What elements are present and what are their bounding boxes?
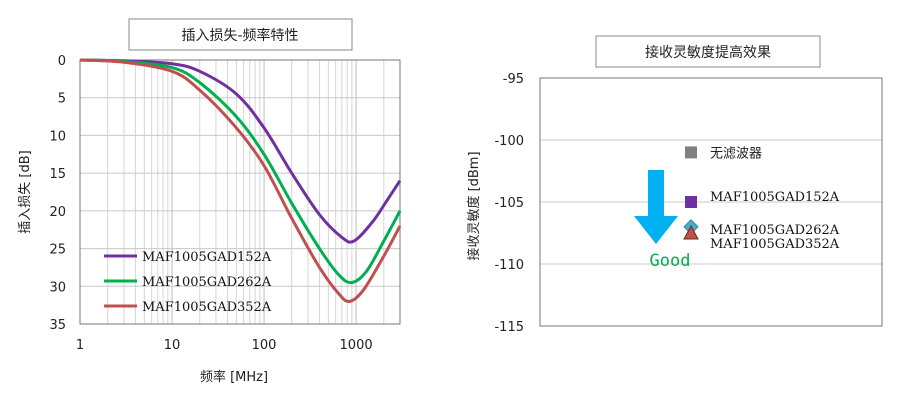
left-chart: 插入损失-频率特性 0 5 10 15 20 25 30 35 1 10 100 1000 MAF10… xyxy=(18,18,402,385)
right-y-tick-label: -115 xyxy=(494,320,524,335)
left-y-tick-label: 35 xyxy=(49,318,66,333)
good-arrow-shaft xyxy=(648,170,664,216)
right-y-tick-label: -105 xyxy=(494,196,524,211)
right-tick-labels: -95 -100 -105 -110 -115 xyxy=(494,72,524,335)
data-point-label: MAF1005GAD352A xyxy=(710,237,840,252)
left-tick-labels: 0 5 10 15 20 25 30 35 1 10 100 1000 xyxy=(49,54,372,353)
left-y-tick-label: 25 xyxy=(49,243,66,258)
left-x-tick-label: 1 xyxy=(76,338,84,353)
data-point xyxy=(683,224,699,240)
right-y-tick-label: -95 xyxy=(503,72,524,87)
good-arrow xyxy=(634,170,678,244)
right-y-tick-label: -100 xyxy=(494,134,524,149)
legend-label-352a: MAF1005GAD352A xyxy=(142,300,272,315)
right-y-axis-label: 接收灵敏度 [dBm] xyxy=(466,151,482,260)
left-y-axis-label: 插入损失 [dB] xyxy=(18,150,33,233)
left-legend: MAF1005GAD152A MAF1005GAD262A MAF1005GAD… xyxy=(104,250,272,315)
left-y-tick-label: 5 xyxy=(58,92,66,107)
good-arrow-head xyxy=(634,216,678,244)
left-x-tick-label: 1000 xyxy=(340,338,373,353)
right-title-box xyxy=(595,35,821,68)
left-y-tick-label: 30 xyxy=(49,280,66,295)
right-data-points: 无滤波器 MAF1005GAD152A MAF1005GAD262AMAF1005G… xyxy=(683,146,840,252)
right-y-tick-label: -110 xyxy=(494,258,524,273)
left-y-tick-label: 0 xyxy=(58,54,66,69)
series-line-0 xyxy=(79,58,402,244)
data-point xyxy=(685,196,697,208)
data-point-label: 无滤波器 xyxy=(710,146,762,161)
right-chart: 接收灵敏度提高效果 -95 -100 -105 -110 -115 Good 无滤波器 M… xyxy=(466,35,883,335)
left-y-tick-label: 20 xyxy=(49,205,66,220)
left-chart-title: 插入损失-频率特性 xyxy=(181,27,298,44)
left-x-axis-label: 频率 [MHz] xyxy=(200,369,268,385)
data-point-label: MAF1005GAD262A xyxy=(710,223,840,238)
legend-label-152a: MAF1005GAD152A xyxy=(142,250,272,265)
left-x-tick-label: 100 xyxy=(252,338,277,353)
good-annotation: Good xyxy=(650,251,691,271)
data-point-label: MAF1005GAD152A xyxy=(710,190,840,205)
left-y-tick-label: 10 xyxy=(49,129,66,144)
left-plot-frame xyxy=(79,59,401,325)
right-plot-frame xyxy=(539,77,883,327)
left-title-box xyxy=(128,18,353,51)
data-point xyxy=(685,146,697,159)
left-series-lines xyxy=(79,58,402,303)
left-x-tick-label: 10 xyxy=(164,338,181,353)
right-chart-title: 接收灵敏度提高效果 xyxy=(645,44,771,61)
legend-label-262a: MAF1005GAD262A xyxy=(142,275,272,290)
left-y-tick-label: 15 xyxy=(49,167,66,182)
series-line-1 xyxy=(79,58,402,285)
series-line-2 xyxy=(79,58,402,303)
